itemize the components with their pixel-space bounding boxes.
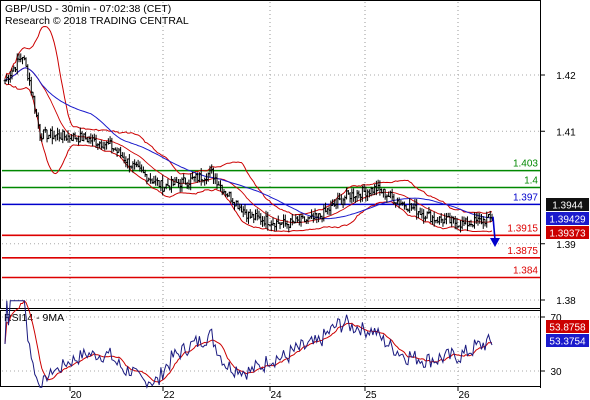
- rsi-tag-label: 53.3754: [549, 337, 586, 348]
- rsi-title: RSI14 - 9MA: [4, 312, 64, 324]
- price-tag-label: 1.3944: [552, 201, 583, 212]
- price-tag: [546, 198, 589, 211]
- y-tick-label: 1.38: [556, 296, 576, 307]
- x-tick-label: 24: [270, 390, 282, 400]
- rsi-line: [4, 300, 493, 389]
- level-label: 1.4: [524, 176, 538, 187]
- forecast-arrowhead: [490, 238, 500, 247]
- chart-subtitle: Research © 2018 TRADING CENTRAL: [5, 15, 189, 27]
- price-tag-label: 1.39373: [549, 229, 586, 240]
- lower-band: [4, 82, 493, 233]
- rsi-lines: [4, 300, 493, 389]
- price-tags: 1.3944 1.39429 1.39373 53.8758 53.3754: [546, 198, 589, 348]
- price-tag: [546, 212, 589, 225]
- forecast-line: [492, 216, 496, 241]
- rsi-tag: [546, 334, 589, 347]
- level-label: 1.397: [513, 192, 538, 203]
- level-label: 1.384: [513, 266, 538, 277]
- y-tick-label: 1.41: [556, 127, 576, 138]
- y-tick-label: 1.39: [556, 240, 576, 251]
- x-axis: 20 22 24 25 26: [69, 386, 470, 400]
- forecast-arrow: [490, 216, 500, 247]
- rsi-y-tick-label: 30: [550, 367, 562, 378]
- y-tick-label: 1.42: [556, 71, 576, 82]
- level-label: 1.3875: [507, 246, 538, 257]
- y-axis: 1.42 1.41 1.39 1.38 70 30: [540, 71, 576, 378]
- levels: 1.403 1.4 1.397 1.3915 1.3875 1.384: [2, 159, 540, 279]
- rsi-tag-label: 53.8758: [549, 323, 586, 334]
- x-tick-label: 26: [458, 390, 470, 400]
- candles: [3, 53, 494, 233]
- moving-average: [4, 67, 493, 220]
- level-label: 1.403: [513, 159, 538, 170]
- rsi-y-tick-label: 70: [550, 313, 562, 324]
- price-tag: [546, 226, 589, 239]
- upper-band: [4, 25, 493, 216]
- rsi-tag: [546, 320, 589, 333]
- level-label: 1.3915: [507, 223, 538, 234]
- price-tag-label: 1.39429: [549, 215, 586, 226]
- x-tick-label: 25: [365, 390, 377, 400]
- x-tick-label: 22: [163, 390, 175, 400]
- bollinger-bands: [4, 25, 493, 233]
- middle-band: [4, 67, 493, 224]
- chart-title: GBP/USD - 30min - 07:02:38 (CET): [5, 3, 171, 15]
- grid: [2, 2, 540, 386]
- x-tick-label: 20: [70, 390, 82, 400]
